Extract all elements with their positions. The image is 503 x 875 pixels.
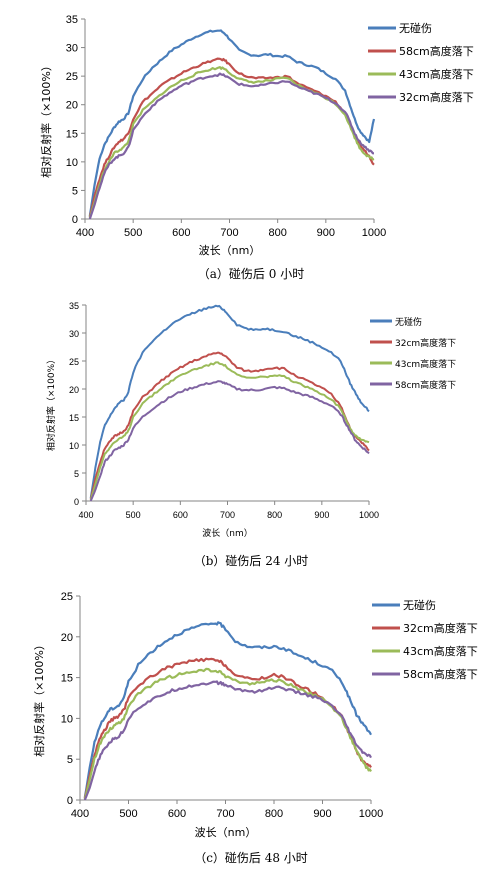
x-tick-label: 800 xyxy=(268,227,286,239)
x-tick-label: 800 xyxy=(267,510,282,520)
x-tick-label: 400 xyxy=(71,808,89,820)
y-tick-label: 30 xyxy=(69,329,79,339)
series-line-43cm-drop xyxy=(83,667,372,800)
x-tick-label: 700 xyxy=(220,510,235,520)
y-tick-label: 10 xyxy=(66,157,78,169)
x-tick-label: 400 xyxy=(78,510,93,520)
series-line-58cm-drop xyxy=(83,680,372,801)
series-line-no-bruise xyxy=(83,621,372,798)
x-tick-label: 900 xyxy=(314,510,329,520)
x-tick-label: 800 xyxy=(265,808,283,820)
series-line-43cm-drop xyxy=(88,66,375,219)
x-tick-label: 700 xyxy=(220,227,238,239)
series-line-43cm-drop xyxy=(89,361,370,501)
y-tick-label: 25 xyxy=(61,591,73,603)
legend-label-32cm-drop: 32cm高度落下 xyxy=(399,90,474,104)
x-tick-label: 400 xyxy=(76,227,94,239)
x-axis-label: 波长（nm） xyxy=(199,244,261,257)
y-tick-label: 10 xyxy=(69,441,79,451)
series-line-32cm-drop xyxy=(88,72,374,220)
chart-b-24-hours: 0 5 10 15 20 25 30 35 400 500 600 700 800 900 1000 波长（n… xyxy=(45,301,456,568)
legend-label-no-bruise: 无碰伤 xyxy=(399,22,432,35)
series-line-58cm-drop xyxy=(88,57,375,218)
figure-caption: （a）碰伤后 0 小时 xyxy=(198,267,304,281)
x-tick-label: 1000 xyxy=(359,808,383,820)
series-line-58cm-drop xyxy=(89,380,370,502)
x-tick-label: 600 xyxy=(173,510,188,520)
x-tick-label: 900 xyxy=(313,808,331,820)
y-tick-label: 15 xyxy=(61,673,73,685)
x-tick-label: 500 xyxy=(126,510,141,520)
x-tick-label: 1000 xyxy=(359,510,379,520)
chart-a-0-hours: 0 5 10 15 20 25 30 35 400 500 600 700 800 900 1000 波长（n… xyxy=(39,14,474,281)
figure-caption: （c）碰伤后 48 小时 xyxy=(194,851,308,865)
y-axis-label: 相对反射率（×100%） xyxy=(32,639,46,757)
x-tick-label: 600 xyxy=(168,808,186,820)
y-tick-label: 5 xyxy=(74,469,79,479)
y-tick-label: 30 xyxy=(66,43,78,55)
y-tick-label: 5 xyxy=(72,185,78,197)
y-tick-label: 20 xyxy=(61,632,73,644)
y-tick-label: 35 xyxy=(66,14,78,26)
y-tick-label: 25 xyxy=(66,71,78,83)
y-tick-label: 0 xyxy=(67,795,73,807)
y-tick-label: 15 xyxy=(69,413,79,423)
y-tick-label: 20 xyxy=(66,100,78,112)
x-tick-label: 600 xyxy=(172,227,190,239)
series-line-no-bruise xyxy=(89,304,370,499)
x-tick-label: 500 xyxy=(119,808,137,820)
legend-label-43cm-drop: 43cm高度落下 xyxy=(399,67,474,81)
x-axis-label: 波长（nm） xyxy=(195,826,257,839)
legend-label-32cm-drop: 32cm高度落下 xyxy=(403,621,478,635)
series-line-32cm-drop xyxy=(83,657,372,799)
legend-label-43cm-drop: 43cm高度落下 xyxy=(395,358,456,370)
y-tick-label: 10 xyxy=(61,713,73,725)
legend-label-43cm-drop: 43cm高度落下 xyxy=(403,644,478,658)
x-tick-label: 900 xyxy=(317,227,335,239)
y-tick-label: 0 xyxy=(72,214,78,226)
y-axis-label: 相对反射率（×100%） xyxy=(45,355,57,451)
x-axis-label: 波长（nm） xyxy=(202,527,252,539)
y-tick-label: 5 xyxy=(67,754,73,766)
y-tick-label: 15 xyxy=(66,128,78,140)
y-tick-label: 35 xyxy=(69,301,79,311)
figure-caption: （b）碰伤后 24 小时 xyxy=(194,554,309,568)
series-line-no-bruise xyxy=(88,29,376,217)
series-line-32cm-drop xyxy=(89,351,370,500)
legend-label-58cm-drop: 58cm高度落下 xyxy=(395,379,456,391)
y-tick-label: 0 xyxy=(74,497,79,507)
legend-label-no-bruise: 无碰伤 xyxy=(403,599,436,612)
chart-c-48-hours: 0 5 10 15 20 25 400 500 600 700 800 900 1000 波长（nm） 相对… xyxy=(32,591,478,865)
legend-label-no-bruise: 无碰伤 xyxy=(395,316,422,328)
x-tick-label: 700 xyxy=(216,808,234,820)
legend-label-58cm-drop: 58cm高度落下 xyxy=(403,667,478,681)
legend-label-58cm-drop: 58cm高度落下 xyxy=(399,44,474,58)
legend-label-32cm-drop: 32cm高度落下 xyxy=(395,337,456,349)
x-tick-label: 1000 xyxy=(362,227,386,239)
x-tick-label: 500 xyxy=(124,227,142,239)
y-axis-label: 相对反射率（×100%） xyxy=(39,60,53,178)
y-tick-label: 25 xyxy=(69,357,79,367)
y-tick-label: 20 xyxy=(69,385,79,395)
